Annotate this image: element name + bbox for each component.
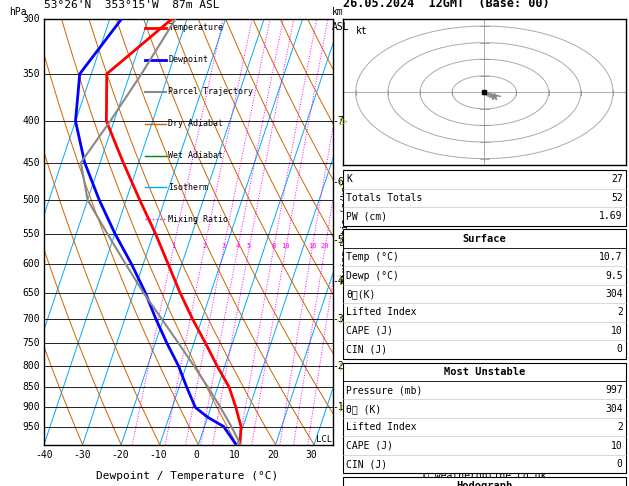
Text: ▷: ▷ [340,275,347,288]
Text: Dewpoint / Temperature (°C): Dewpoint / Temperature (°C) [96,471,278,482]
Text: ▷: ▷ [340,175,347,188]
Text: Mixing Ratio (g/kg): Mixing Ratio (g/kg) [342,181,350,283]
Text: 30: 30 [305,450,317,460]
Text: -3: -3 [332,313,344,324]
Text: -30: -30 [74,450,91,460]
Text: -2: -2 [332,361,344,371]
Text: -1: -1 [332,402,344,413]
Text: LCL: LCL [316,435,332,444]
Text: kt: kt [355,26,367,36]
Text: 10: 10 [281,243,290,249]
Text: K: K [346,174,352,184]
Text: 800: 800 [22,361,40,371]
Text: km: km [331,7,343,17]
Text: 0: 0 [617,459,623,469]
Text: 3: 3 [221,243,226,249]
Text: 500: 500 [22,195,40,205]
Text: CAPE (J): CAPE (J) [346,441,393,451]
Text: Surface: Surface [462,234,506,243]
Text: 750: 750 [22,338,40,348]
Text: 650: 650 [22,288,40,297]
Text: -7: -7 [332,116,344,126]
Text: Dry Adiabat: Dry Adiabat [169,119,223,128]
Text: Pressure (mb): Pressure (mb) [346,385,422,395]
Text: 4: 4 [235,243,240,249]
Text: Isotherm: Isotherm [169,183,208,192]
Text: 20: 20 [267,450,279,460]
Text: θᴄ (K): θᴄ (K) [346,404,381,414]
Text: 997: 997 [605,385,623,395]
Text: 27: 27 [611,174,623,184]
Text: ▷: ▷ [340,233,347,246]
Text: -4: -4 [332,277,344,286]
Text: hPa: hPa [9,7,27,17]
Text: 2: 2 [202,243,206,249]
Text: 600: 600 [22,259,40,269]
Text: ▷: ▷ [340,312,347,325]
Text: 450: 450 [22,157,40,168]
Text: -6: -6 [332,177,344,187]
Text: ▷: ▷ [340,115,347,127]
Text: 0: 0 [194,450,199,460]
Text: 550: 550 [22,228,40,239]
Text: 10: 10 [229,450,241,460]
Text: 5: 5 [247,243,251,249]
Text: ▷: ▷ [340,401,347,414]
Text: 9.5: 9.5 [605,271,623,280]
Text: 700: 700 [22,313,40,324]
Text: 16: 16 [308,243,316,249]
Text: ASL: ASL [331,21,349,32]
Text: PW (cm): PW (cm) [346,211,387,221]
Text: 26.05.2024  12GMT  (Base: 00): 26.05.2024 12GMT (Base: 00) [343,0,549,10]
Text: 53°26'N  353°15'W  87m ASL: 53°26'N 353°15'W 87m ASL [44,0,220,10]
Text: 0: 0 [617,345,623,354]
Text: θᴄ(K): θᴄ(K) [346,289,376,299]
Text: Most Unstable: Most Unstable [443,367,525,377]
Text: 20: 20 [321,243,329,249]
Text: Dewp (°C): Dewp (°C) [346,271,399,280]
Text: CAPE (J): CAPE (J) [346,326,393,336]
Text: CIN (J): CIN (J) [346,459,387,469]
Text: -20: -20 [111,450,129,460]
Text: 52: 52 [611,193,623,203]
Text: 2: 2 [617,308,623,317]
Text: -5: -5 [332,235,344,245]
Text: 300: 300 [22,15,40,24]
Text: -10: -10 [150,450,167,460]
Text: Mixing Ratio: Mixing Ratio [169,215,228,224]
Text: 950: 950 [22,421,40,432]
Text: Temperature: Temperature [169,23,223,33]
Text: Wet Adiabat: Wet Adiabat [169,151,223,160]
Text: 400: 400 [22,116,40,126]
Text: -40: -40 [35,450,53,460]
Text: Dewpoint: Dewpoint [169,55,208,64]
Text: 850: 850 [22,382,40,392]
Text: © weatheronline.co.uk: © weatheronline.co.uk [423,471,546,481]
Text: 10: 10 [611,326,623,336]
Text: Parcel Trajectory: Parcel Trajectory [169,87,253,96]
Text: 350: 350 [22,69,40,79]
Text: 8: 8 [271,243,276,249]
Text: 2: 2 [617,422,623,432]
Text: 304: 304 [605,404,623,414]
Text: 900: 900 [22,402,40,413]
Text: Totals Totals: Totals Totals [346,193,422,203]
Text: 10.7: 10.7 [599,252,623,262]
Text: ▷: ▷ [340,359,347,372]
Text: 1: 1 [171,243,175,249]
Text: 1.69: 1.69 [599,211,623,221]
Text: Lifted Index: Lifted Index [346,308,416,317]
Text: CIN (J): CIN (J) [346,345,387,354]
Text: 10: 10 [611,441,623,451]
Text: Temp (°C): Temp (°C) [346,252,399,262]
Text: 304: 304 [605,289,623,299]
Text: Lifted Index: Lifted Index [346,422,416,432]
Text: Hodograph: Hodograph [456,482,513,486]
